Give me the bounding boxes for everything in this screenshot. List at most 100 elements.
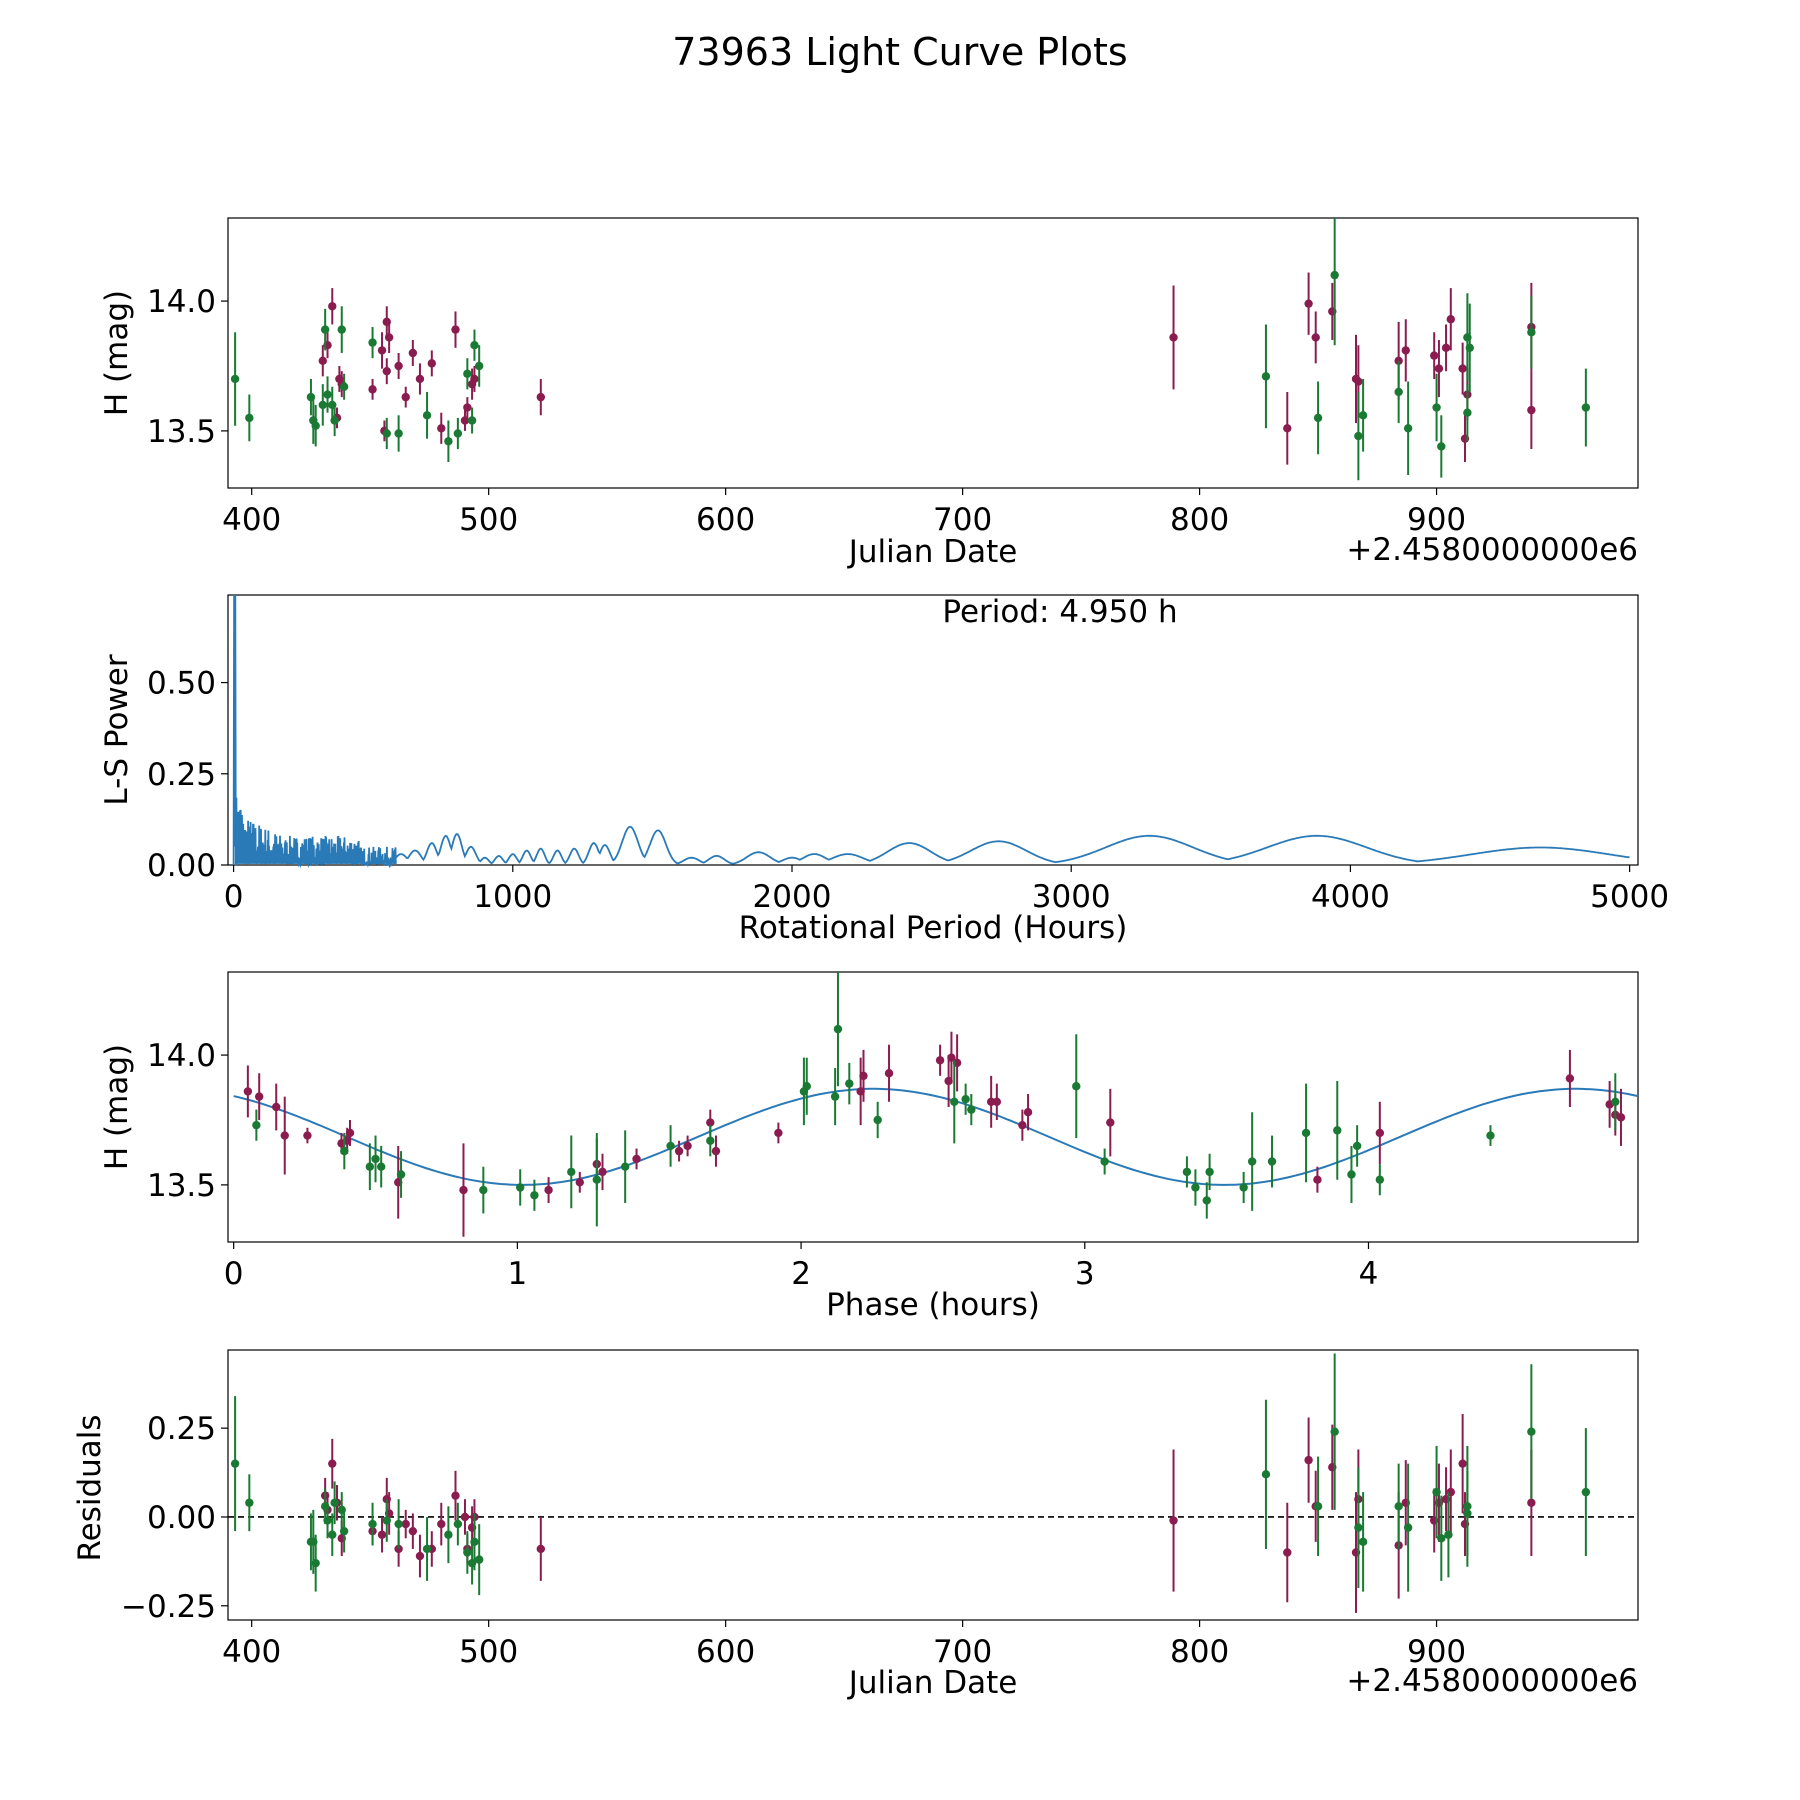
phased-band-r-point [1023, 1107, 1033, 1117]
lightcurve-plot-area [230, 218, 1591, 481]
phased-band-r-point [947, 1053, 956, 1062]
residuals-band-g-point [323, 1516, 332, 1525]
periodogram-x-tick-label: 0 [224, 879, 244, 915]
lightcurve-y-tick-label: 14.0 [147, 284, 216, 320]
phased-band-g-point [830, 1092, 840, 1101]
lightcurve-y-tick-label: 13.5 [147, 414, 216, 450]
lightcurve-band-r-point [368, 385, 377, 394]
residuals-band-r-point [1458, 1459, 1467, 1468]
residuals-band-r-point [401, 1519, 410, 1529]
phased-band-r-point [303, 1131, 312, 1140]
phased-band-r-point [1565, 1074, 1575, 1083]
phased-band-r-point [575, 1178, 584, 1187]
residuals-band-r-point [451, 1491, 460, 1500]
residuals-band-r-point [437, 1519, 446, 1529]
lightcurve-band-r-point [1401, 346, 1410, 355]
phased-band-r-point [1106, 1118, 1115, 1127]
periodogram-x-ticks: 0 1000 2000 3000 4000 5000 [224, 865, 1669, 915]
phased-band-r-point [992, 1097, 1002, 1107]
phased-band-g-point [620, 1162, 630, 1171]
lightcurve-band-r-point [1527, 405, 1536, 415]
periodogram-power-line [232, 594, 1630, 869]
phased-band-g-point [479, 1185, 488, 1195]
phased-band-r-point [598, 1167, 607, 1177]
lightcurve-y-label: H (mag) [99, 290, 135, 416]
lightcurve-band-g-point [1581, 403, 1591, 412]
lightcurve-x-tick-label: 800 [1170, 502, 1229, 538]
phased-band-g-point [376, 1162, 386, 1171]
residuals-band-r-point [1169, 1516, 1178, 1525]
phased-x-tick-label: 0 [224, 1256, 244, 1292]
residuals-band-r-point [328, 1459, 337, 1468]
phased-band-g-point [1347, 1170, 1356, 1179]
phased-panel: 0 1 2 3 4 13.5 14.0 Phase (hours) H (mag) [99, 971, 1639, 1323]
residuals-y-label: Residuals [72, 1414, 108, 1561]
residuals-plot-frame [227, 1349, 1639, 1621]
lightcurve-band-g-point [1432, 403, 1441, 412]
phased-band-r-point [243, 1087, 253, 1096]
lightcurve-band-r-point [408, 348, 418, 358]
lightcurve-band-g-point [382, 429, 391, 438]
phased-band-r-point [674, 1146, 684, 1156]
lightcurve-band-r-point [463, 403, 472, 412]
lightcurve-band-g-point [337, 325, 346, 334]
residuals-band-g-point [1463, 1509, 1472, 1518]
residuals-band-r-point [408, 1526, 418, 1536]
lightcurve-band-r-point [318, 356, 327, 365]
phased-band-r-point [711, 1146, 721, 1156]
lightcurve-offset-text: +2.4580000000e6 [1346, 532, 1638, 568]
phased-band-g-point [396, 1170, 406, 1179]
residuals-x-tick-label: 900 [1407, 1634, 1466, 1670]
periodogram-y-tick-label: 0.25 [147, 757, 216, 793]
lightcurve-band-g-point [311, 421, 320, 430]
lightcurve-band-g-point [463, 369, 472, 378]
lightcurve-band-r-point [401, 392, 410, 402]
lightcurve-band-r-point [415, 374, 425, 384]
lightcurve-plot-frame [227, 217, 1639, 489]
phased-band-g-point [666, 1141, 675, 1151]
lightcurve-band-r-point [1446, 315, 1455, 324]
phased-band-g-point [1182, 1167, 1192, 1177]
phased-band-r-point [345, 1128, 355, 1138]
residuals-band-g-point [245, 1498, 254, 1507]
lightcurve-band-g-point [474, 361, 484, 371]
figure-title: 73963 Light Curve Plots [672, 30, 1127, 74]
periodogram-y-tick-label: 0.00 [147, 848, 216, 884]
residuals-band-g-point [1403, 1523, 1413, 1532]
residuals-band-g-point [1527, 1427, 1536, 1436]
phased-band-g-point [967, 1105, 976, 1114]
phased-band-r-point [1616, 1113, 1626, 1122]
periodogram-x-tick-label: 1000 [473, 879, 552, 915]
residuals-x-tick-label: 600 [696, 1634, 755, 1670]
phased-band-g-point [961, 1095, 970, 1104]
lightcurve-x-tick-label: 400 [222, 502, 281, 538]
phased-y-label: H (mag) [99, 1044, 135, 1170]
residuals-x-tick-label: 400 [222, 1634, 281, 1670]
phased-band-r-point [884, 1069, 894, 1078]
lightcurve-band-g-point [1354, 431, 1363, 441]
lightcurve-band-r-point [1430, 351, 1439, 360]
residuals-band-g-point [330, 1498, 339, 1507]
phased-band-g-point [845, 1079, 854, 1088]
lightcurve-x-tick-label: 700 [933, 502, 992, 538]
residuals-band-g-point [1261, 1470, 1271, 1479]
phased-band-r-point [280, 1131, 289, 1140]
lightcurve-band-g-point [368, 338, 377, 347]
residuals-band-g-point [328, 1530, 337, 1539]
periodogram-x-tick-label: 3000 [1032, 879, 1111, 915]
lightcurve-band-g-point [1437, 442, 1446, 451]
lightcurve-band-r-point [394, 361, 403, 371]
phased-band-r-point [1375, 1128, 1385, 1138]
residuals-band-g-point [1358, 1537, 1368, 1547]
lightcurve-band-g-point [453, 429, 463, 438]
lightcurve-band-r-point [377, 346, 387, 355]
lightcurve-band-r-point [536, 392, 546, 402]
lightcurve-band-r-point [470, 374, 479, 384]
residuals-band-g-point [394, 1519, 403, 1529]
phased-band-r-point [632, 1154, 641, 1164]
phased-x-tick-label: 2 [791, 1256, 811, 1292]
residuals-band-g-point [230, 1459, 240, 1468]
residuals-x-tick-label: 800 [1170, 1634, 1229, 1670]
phased-band-r-point [1018, 1120, 1027, 1130]
phased-y-ticks: 13.5 14.0 [147, 1038, 228, 1204]
